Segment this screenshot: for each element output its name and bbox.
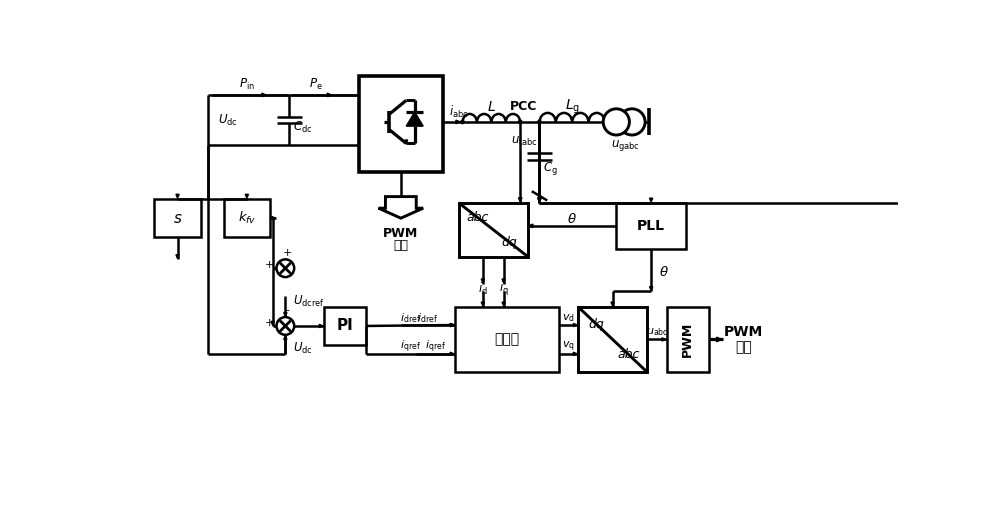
- Polygon shape: [284, 335, 287, 340]
- Text: $U_{\rm dc}$: $U_{\rm dc}$: [293, 341, 313, 356]
- Text: $\theta$: $\theta$: [659, 265, 669, 279]
- Polygon shape: [284, 313, 287, 316]
- Text: $L_{\rm g}$: $L_{\rm g}$: [565, 97, 580, 116]
- Polygon shape: [272, 216, 276, 220]
- Polygon shape: [538, 198, 541, 202]
- Polygon shape: [649, 287, 653, 291]
- Text: $i_{\rm d}$: $i_{\rm d}$: [478, 281, 488, 297]
- Text: $C_{\rm g}$: $C_{\rm g}$: [543, 160, 557, 177]
- Text: $P_{\rm e}$: $P_{\rm e}$: [309, 77, 323, 93]
- Bar: [578, 307, 647, 372]
- Text: +: +: [283, 248, 292, 258]
- Circle shape: [538, 120, 541, 124]
- Polygon shape: [573, 352, 577, 355]
- Bar: [666, 307, 709, 372]
- Text: $i_{\rm dref}$: $i_{\rm dref}$: [400, 312, 421, 325]
- Bar: [455, 307, 559, 372]
- Text: $v_{\rm q}$: $v_{\rm q}$: [562, 340, 575, 354]
- Text: PWM: PWM: [383, 227, 418, 240]
- Text: $\theta$: $\theta$: [567, 212, 577, 226]
- Polygon shape: [176, 254, 179, 259]
- Text: dq: dq: [501, 236, 517, 248]
- Polygon shape: [327, 93, 332, 97]
- Polygon shape: [379, 196, 423, 218]
- Polygon shape: [271, 321, 274, 325]
- Polygon shape: [481, 302, 484, 306]
- Text: PLL: PLL: [637, 219, 665, 233]
- Text: 电流环: 电流环: [494, 332, 519, 347]
- Polygon shape: [450, 323, 454, 327]
- Text: -: -: [286, 305, 290, 316]
- Bar: [224, 199, 270, 237]
- Text: $P_{\rm in}$: $P_{\rm in}$: [239, 77, 255, 93]
- Bar: [324, 307, 366, 345]
- Bar: [358, 76, 443, 172]
- Polygon shape: [176, 194, 179, 198]
- Text: $u_{\rm tabc}$: $u_{\rm tabc}$: [511, 134, 538, 148]
- Text: $u_{\rm gabc}$: $u_{\rm gabc}$: [611, 137, 640, 153]
- Text: $i_{\rm abc}$: $i_{\rm abc}$: [449, 104, 468, 120]
- Text: +: +: [265, 318, 274, 328]
- Polygon shape: [456, 120, 460, 124]
- Bar: [154, 199, 201, 237]
- Text: 信号: 信号: [393, 239, 408, 251]
- Polygon shape: [529, 224, 533, 228]
- Circle shape: [603, 109, 629, 135]
- Text: PWM: PWM: [724, 325, 763, 338]
- Polygon shape: [319, 324, 323, 328]
- Text: $k_{fv}$: $k_{fv}$: [238, 210, 256, 226]
- Text: PCC: PCC: [510, 100, 538, 113]
- Circle shape: [276, 260, 294, 277]
- Text: $L$: $L$: [487, 100, 496, 114]
- Circle shape: [519, 120, 522, 124]
- Polygon shape: [518, 198, 522, 202]
- Circle shape: [461, 120, 464, 124]
- Circle shape: [276, 317, 294, 335]
- Text: $i_{\rm q}$: $i_{\rm q}$: [499, 280, 509, 298]
- Text: $U_{\rm dcref}$: $U_{\rm dcref}$: [293, 294, 325, 309]
- Bar: [459, 203, 528, 257]
- Text: $U_{\rm dc}$: $U_{\rm dc}$: [218, 112, 237, 128]
- Polygon shape: [245, 194, 248, 198]
- Text: $C_{\rm dc}$: $C_{\rm dc}$: [293, 120, 313, 135]
- Text: $u_{\rm abc}$: $u_{\rm abc}$: [646, 327, 669, 338]
- Polygon shape: [611, 302, 614, 306]
- Text: abc: abc: [466, 211, 488, 224]
- Text: +: +: [265, 260, 274, 270]
- Polygon shape: [450, 352, 454, 355]
- Polygon shape: [450, 323, 454, 327]
- Text: 信号: 信号: [735, 340, 752, 354]
- Polygon shape: [502, 302, 505, 306]
- Text: $i_{\rm qref}$: $i_{\rm qref}$: [400, 339, 421, 355]
- Text: $i_{\rm qref}$: $i_{\rm qref}$: [425, 338, 446, 355]
- Polygon shape: [502, 279, 505, 283]
- Text: abc: abc: [617, 348, 640, 361]
- Polygon shape: [406, 112, 423, 126]
- Polygon shape: [538, 198, 541, 202]
- Circle shape: [619, 109, 645, 135]
- Polygon shape: [649, 198, 653, 202]
- Polygon shape: [662, 338, 666, 341]
- Text: $i_{\rm dref}$: $i_{\rm dref}$: [417, 311, 438, 325]
- Polygon shape: [573, 323, 577, 327]
- Text: dq: dq: [589, 318, 605, 331]
- Polygon shape: [717, 337, 722, 342]
- Polygon shape: [481, 279, 484, 283]
- Polygon shape: [405, 140, 408, 144]
- Bar: [616, 203, 686, 249]
- Text: $s$: $s$: [173, 211, 182, 225]
- Text: PI: PI: [337, 319, 353, 333]
- Text: PWM: PWM: [681, 322, 694, 357]
- Polygon shape: [262, 93, 266, 97]
- Text: $v_{\rm d}$: $v_{\rm d}$: [562, 312, 575, 324]
